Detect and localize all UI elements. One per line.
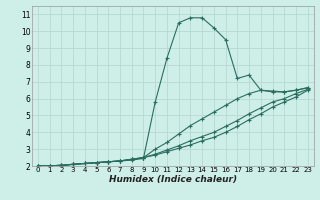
X-axis label: Humidex (Indice chaleur): Humidex (Indice chaleur) xyxy=(109,175,237,184)
